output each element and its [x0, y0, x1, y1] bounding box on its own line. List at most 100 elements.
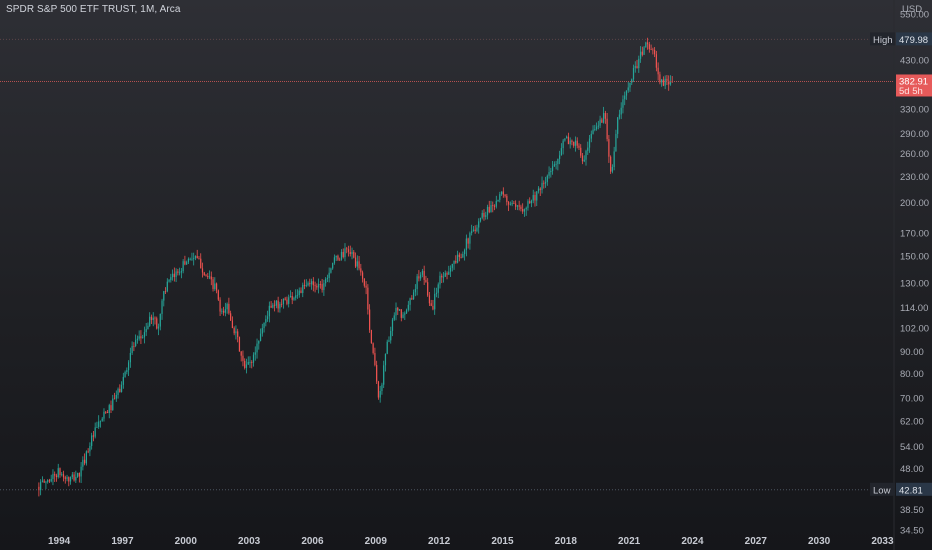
candle-body	[525, 207, 527, 210]
candle	[599, 115, 601, 129]
candle	[50, 474, 52, 483]
candle	[353, 250, 355, 259]
x-tick-label: 2030	[808, 536, 831, 547]
candle	[590, 130, 592, 143]
candle-body	[157, 326, 160, 329]
candle	[646, 37, 649, 50]
candle	[140, 330, 142, 345]
x-tick-label: 2006	[301, 536, 324, 547]
candle	[386, 339, 388, 355]
candle-body	[282, 298, 285, 304]
candle-body	[91, 435, 93, 446]
candle-body	[448, 271, 450, 275]
candle	[226, 302, 228, 314]
candle	[159, 313, 161, 331]
candle	[363, 278, 365, 288]
candle	[560, 143, 562, 156]
candle	[472, 225, 475, 232]
candle-body	[631, 79, 633, 83]
candle-body	[492, 205, 494, 206]
candle-body	[388, 340, 390, 342]
candle	[446, 271, 448, 280]
candle-body	[112, 398, 114, 411]
candle-body	[330, 268, 332, 273]
candle	[122, 372, 124, 389]
candle-body	[198, 258, 200, 260]
candle	[404, 311, 406, 321]
candle-body	[196, 255, 198, 259]
candle-body	[129, 352, 131, 363]
candle	[383, 360, 385, 389]
candle	[187, 257, 190, 265]
candle-body	[41, 480, 44, 482]
candle	[310, 278, 313, 290]
candle	[418, 270, 420, 282]
candle	[645, 41, 647, 48]
candle	[478, 218, 480, 234]
candle	[108, 403, 110, 419]
candle-body	[395, 307, 397, 316]
candle-body	[488, 206, 490, 213]
candle	[242, 350, 244, 367]
candle	[272, 302, 274, 309]
candle	[641, 46, 643, 57]
candle	[282, 298, 285, 309]
candle	[502, 187, 504, 198]
candle-body	[217, 290, 219, 300]
candle-body	[376, 364, 378, 382]
candle	[511, 199, 513, 207]
candle	[662, 76, 665, 87]
candle-body	[289, 295, 292, 298]
y-tick-label: 170.00	[900, 228, 929, 239]
candle-body	[328, 272, 330, 278]
candle-body	[608, 139, 610, 157]
candle	[157, 323, 160, 336]
candle-body	[170, 277, 172, 281]
candle-body	[515, 203, 517, 207]
candle-body	[377, 381, 380, 398]
candle-body	[414, 288, 416, 293]
candle	[303, 279, 306, 290]
candle-body	[602, 113, 605, 123]
candle	[379, 385, 381, 403]
candle	[648, 41, 650, 53]
candle	[397, 306, 399, 315]
candle	[68, 476, 70, 487]
candle-body	[427, 282, 429, 296]
candle	[217, 289, 219, 302]
candle-body	[163, 291, 165, 301]
candle-body	[64, 477, 66, 479]
candle-body	[370, 329, 372, 344]
candle-body	[48, 480, 51, 482]
candle-body	[490, 205, 492, 213]
candle-body	[332, 262, 334, 269]
candle	[499, 191, 501, 203]
candle-body	[374, 353, 376, 365]
high-badge-value: 479.98	[899, 35, 928, 46]
candle	[215, 282, 218, 294]
candle	[149, 312, 151, 327]
candle	[428, 292, 431, 306]
candle	[346, 246, 348, 254]
y-tick-label: 290.00	[900, 129, 929, 140]
candle-body	[295, 295, 297, 298]
candle	[548, 166, 550, 179]
low-badge-bg	[896, 482, 932, 496]
candle	[530, 199, 533, 208]
candle-body	[666, 78, 668, 81]
candle	[145, 322, 147, 336]
candle	[307, 281, 309, 287]
candle	[193, 252, 195, 266]
candle	[574, 136, 577, 152]
candle	[321, 278, 323, 293]
candle	[618, 109, 621, 120]
candle	[467, 237, 469, 249]
candle	[263, 322, 265, 333]
candle-body	[541, 182, 543, 190]
candle	[300, 287, 302, 294]
candle-body	[652, 49, 654, 51]
y-tick-label: 260.00	[900, 149, 929, 160]
candle-body	[326, 277, 329, 280]
candle	[270, 301, 272, 308]
